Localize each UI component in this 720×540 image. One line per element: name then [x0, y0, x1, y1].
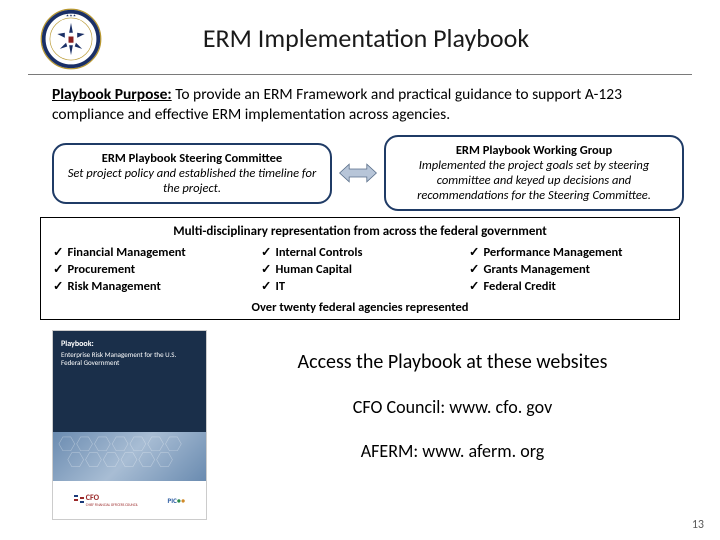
cfo-label: CFO Council: [353, 396, 449, 418]
lower-section: Playbook: Enterprise Risk Management for… [52, 330, 680, 520]
disciplines-col-1: ✓Financial Management ✓Procurement ✓Risk… [53, 245, 251, 296]
working-group-box: ERM Playbook Working Group Implemented t… [384, 135, 684, 211]
list-item: ✓Performance Management [469, 245, 667, 262]
presidential-seal-icon: ★ ★ ★ [40, 8, 102, 70]
discipline-label: Federal Credit [483, 279, 555, 296]
pic-logo-icon: PIC●● [167, 496, 185, 505]
aferm-link[interactable]: www. aferm. org [422, 440, 544, 462]
cover-logos: CFO CHIEF FINANCIAL OFFICERS COUNCIL PIC… [53, 481, 206, 519]
slide-title: ERM Implementation Playbook [110, 22, 672, 60]
list-item: ✓Procurement [53, 262, 251, 279]
discipline-label: Financial Management [67, 245, 185, 262]
working-desc: Implemented the project goals set by ste… [396, 158, 672, 203]
cover-title-2: Enterprise Risk Management for the U.S. … [61, 351, 198, 366]
discipline-label: Internal Controls [275, 245, 362, 262]
cover-top: Playbook: Enterprise Risk Management for… [53, 331, 206, 433]
check-icon: ✓ [53, 262, 63, 279]
discipline-label: Risk Management [67, 279, 160, 296]
representation-title: Multi-disciplinary representation from a… [53, 224, 667, 239]
list-item: ✓Internal Controls [261, 245, 459, 262]
list-item: ✓Grants Management [469, 262, 667, 279]
bidirectional-arrow-icon [338, 159, 378, 187]
disciplines-col-2: ✓Internal Controls ✓Human Capital ✓IT [261, 245, 459, 296]
svg-text:★ ★ ★: ★ ★ ★ [65, 14, 76, 18]
check-icon: ✓ [261, 262, 271, 279]
cover-graphic [53, 432, 206, 481]
discipline-label: Procurement [67, 262, 135, 279]
discipline-label: IT [275, 279, 285, 296]
steering-title: ERM Playbook Steering Committee [64, 151, 320, 166]
representation-box: Multi-disciplinary representation from a… [40, 217, 680, 320]
aferm-link-line: AFERM: www. aferm. org [225, 440, 680, 462]
working-title: ERM Playbook Working Group [396, 143, 672, 158]
disciplines-col-3: ✓Performance Management ✓Grants Manageme… [469, 245, 667, 296]
list-item: ✓IT [261, 279, 459, 296]
page-number: 13 [692, 518, 704, 532]
playbook-cover-thumbnail: Playbook: Enterprise Risk Management for… [52, 330, 207, 520]
check-icon: ✓ [469, 245, 479, 262]
disciplines-columns: ✓Financial Management ✓Procurement ✓Risk… [53, 245, 667, 296]
steering-desc: Set project policy and established the t… [64, 166, 320, 196]
purpose-paragraph: Playbook Purpose: To provide an ERM Fram… [52, 85, 668, 125]
list-item: ✓Federal Credit [469, 279, 667, 296]
list-item: ✓Human Capital [261, 262, 459, 279]
committees-row: ERM Playbook Steering Committee Set proj… [52, 135, 668, 211]
list-item: ✓Risk Management [53, 279, 251, 296]
hexagon-pattern-icon [53, 432, 206, 481]
slide-header: ★ ★ ★ ERM Implementation Playbook [28, 0, 692, 75]
check-icon: ✓ [469, 279, 479, 296]
pic-text: PIC [167, 496, 176, 505]
cover-title-1: Playbook: [61, 339, 198, 349]
discipline-label: Grants Management [483, 262, 590, 279]
cfo-link[interactable]: www. cfo. gov [449, 396, 552, 418]
list-item: ✓Financial Management [53, 245, 251, 262]
check-icon: ✓ [469, 262, 479, 279]
access-heading: Access the Playbook at these websites [225, 350, 680, 374]
discipline-label: Human Capital [275, 262, 351, 279]
cfo-council-link-line: CFO Council: www. cfo. gov [225, 396, 680, 418]
check-icon: ✓ [53, 279, 63, 296]
check-icon: ✓ [261, 245, 271, 262]
cfo-logo-icon: CFO CHIEF FINANCIAL OFFICERS COUNCIL [74, 493, 138, 507]
discipline-label: Performance Management [483, 245, 622, 262]
representation-footer: Over twenty federal agencies represented [53, 300, 667, 315]
access-links: Access the Playbook at these websites CF… [225, 330, 680, 484]
check-icon: ✓ [261, 279, 271, 296]
steering-committee-box: ERM Playbook Steering Committee Set proj… [52, 143, 332, 204]
aferm-label: AFERM: [361, 440, 423, 462]
purpose-label: Playbook Purpose: [52, 85, 172, 104]
check-icon: ✓ [53, 245, 63, 262]
cfo-text: CFO [86, 493, 138, 503]
cfo-subtext: CHIEF FINANCIAL OFFICERS COUNCIL [86, 503, 138, 507]
